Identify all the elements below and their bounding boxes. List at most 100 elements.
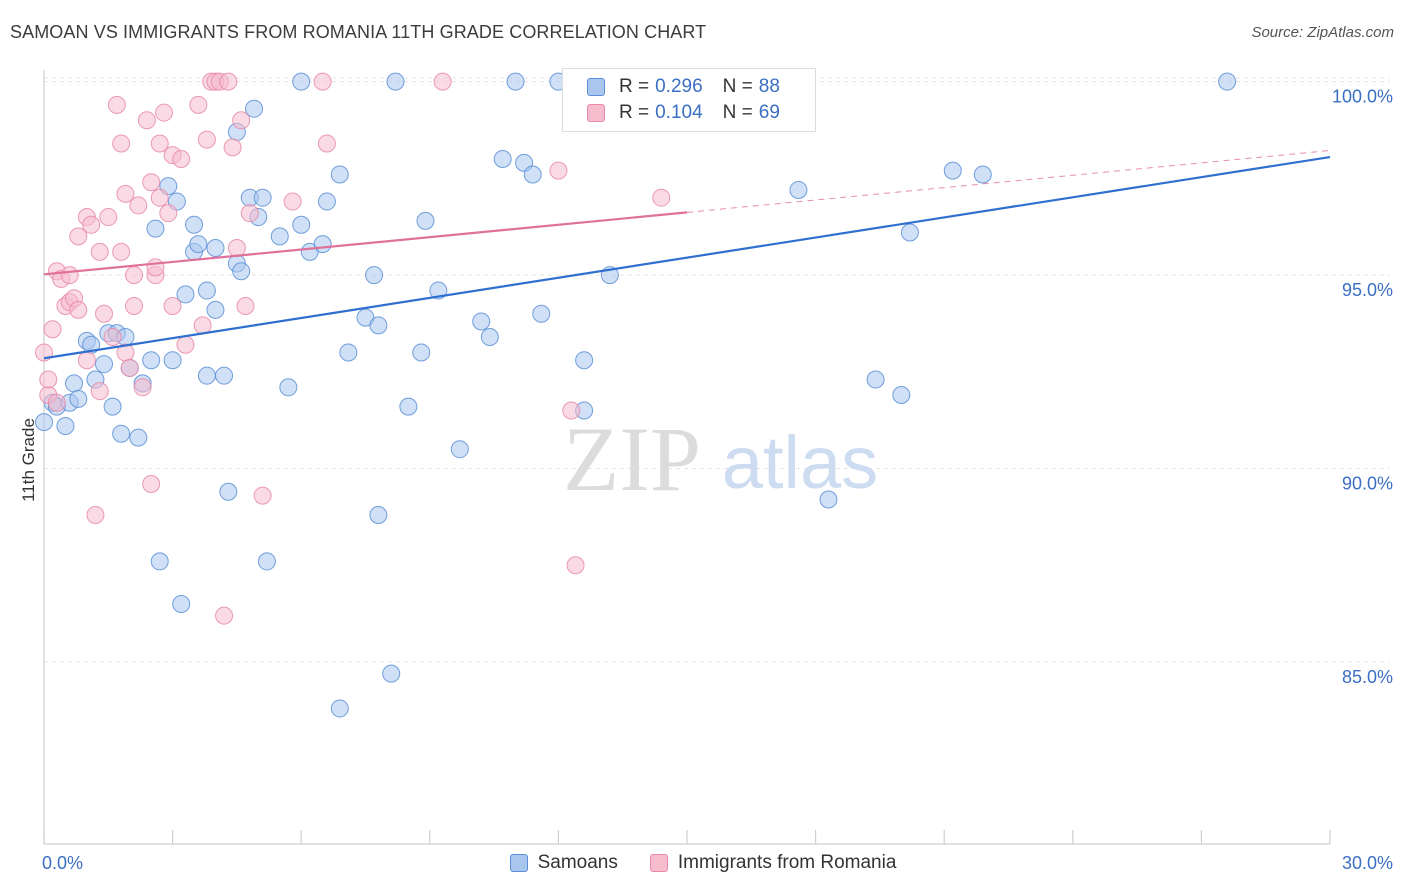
romania-point <box>82 215 101 234</box>
romania-point <box>69 227 88 246</box>
samoans-point <box>253 188 272 207</box>
romania-trend-line <box>43 211 688 276</box>
romania-point <box>86 505 105 524</box>
romania-point <box>129 196 148 215</box>
romania-point <box>133 378 152 397</box>
romania-point <box>112 134 131 153</box>
samoans-point <box>163 351 182 370</box>
samoans-point <box>129 428 148 447</box>
samoans-point <box>185 215 204 234</box>
samoans-point <box>197 281 216 300</box>
romania-point <box>562 401 581 420</box>
samoans-point <box>146 219 165 238</box>
romania-trend-extension <box>686 149 1331 213</box>
samoans-point <box>330 699 349 718</box>
romania-point <box>317 134 336 153</box>
samoans-point <box>480 327 499 346</box>
romania-point <box>116 184 135 203</box>
samoans-point <box>382 664 401 683</box>
romania-point <box>652 188 671 207</box>
romania-point <box>137 111 156 130</box>
samoans-point <box>189 235 208 254</box>
n-value: 69 <box>758 102 780 123</box>
samoans-point <box>369 505 388 524</box>
samoans-point <box>365 266 384 285</box>
samoans-point <box>172 594 191 613</box>
watermark-zip: ZIP <box>563 408 701 510</box>
stats-legend-row-samoans: R = 0.296 N = 88 <box>587 75 780 99</box>
n-label: N = <box>722 76 753 97</box>
romania-point <box>172 149 191 168</box>
romania-point <box>103 327 122 346</box>
samoans-point <box>142 351 161 370</box>
samoans-point <box>292 215 311 234</box>
samoans-point <box>103 397 122 416</box>
samoans-point <box>245 99 264 118</box>
legend-item-samoans[interactable]: Samoans <box>509 852 618 874</box>
samoans-point <box>206 238 225 257</box>
samoans-point <box>176 285 195 304</box>
romania-point <box>69 300 88 319</box>
samoans-point <box>215 366 234 385</box>
romania-point <box>60 266 79 285</box>
legend-item-romania[interactable]: Immigrants from Romania <box>649 852 896 874</box>
samoans-point <box>450 440 469 459</box>
romania-point <box>240 204 259 223</box>
samoans-point <box>789 180 808 199</box>
samoans-point <box>943 161 962 180</box>
samoans-point <box>35 413 53 432</box>
samoans-point <box>900 223 919 242</box>
series-legend: Samoans Immigrants from Romania <box>0 852 1406 874</box>
romania-point <box>163 297 182 316</box>
samoans-point <box>317 192 336 211</box>
samoans-point <box>1218 72 1237 91</box>
romania-legend-swatch <box>649 854 668 872</box>
stats-legend: R = 0.296 N = 88 R = 0.104 N = 69 <box>562 68 816 132</box>
samoans-trend-line <box>43 155 1331 360</box>
samoans-point <box>330 165 349 184</box>
romania-point <box>125 297 144 316</box>
romania-point <box>313 72 332 91</box>
samoans-point <box>866 370 885 389</box>
samoans-point <box>292 72 311 91</box>
romania-point <box>150 188 169 207</box>
romania-point <box>159 204 178 223</box>
samoans-point <box>493 149 512 168</box>
grid-lines <box>44 77 1390 663</box>
romania-point <box>95 304 114 323</box>
romania-point <box>189 95 208 114</box>
samoans-point <box>279 378 298 397</box>
samoans-point <box>65 374 84 393</box>
samoans-point <box>270 227 289 246</box>
romania-point <box>215 606 234 625</box>
r-label: R = <box>619 102 650 123</box>
samoans-point <box>150 552 169 571</box>
samoans-point <box>339 343 358 362</box>
romania-point <box>142 475 161 494</box>
romania-point <box>549 161 568 180</box>
romania-point <box>142 173 161 192</box>
y-axis-label: 11th Grade <box>19 418 38 502</box>
samoans-point <box>892 386 911 405</box>
samoans-point <box>56 416 75 435</box>
axis-labels: 85.0% 90.0% 95.0% 100.0% 0.0% 30.0% 11th Grade <box>19 87 1393 873</box>
romania-point <box>146 258 165 277</box>
samoans-point <box>399 397 418 416</box>
samoans-point <box>973 165 992 184</box>
samoans-point <box>257 552 276 571</box>
romania-point <box>193 316 212 335</box>
samoans-point <box>416 211 435 230</box>
samoans-point <box>575 351 594 370</box>
y-tick-label: 85.0% <box>1342 667 1393 687</box>
samoans-point <box>386 72 405 91</box>
legend-label-samoans: Samoans <box>537 852 618 873</box>
samoans-point <box>532 304 551 323</box>
romania-point <box>120 358 139 377</box>
romania-point <box>227 238 246 257</box>
x-tick-label: 0.0% <box>42 853 83 873</box>
romania-point <box>43 320 62 339</box>
x-tick-label: 30.0% <box>1342 853 1393 873</box>
samoans-legend-swatch <box>509 854 528 872</box>
romania-swatch <box>587 104 605 122</box>
romania-point <box>236 297 255 316</box>
